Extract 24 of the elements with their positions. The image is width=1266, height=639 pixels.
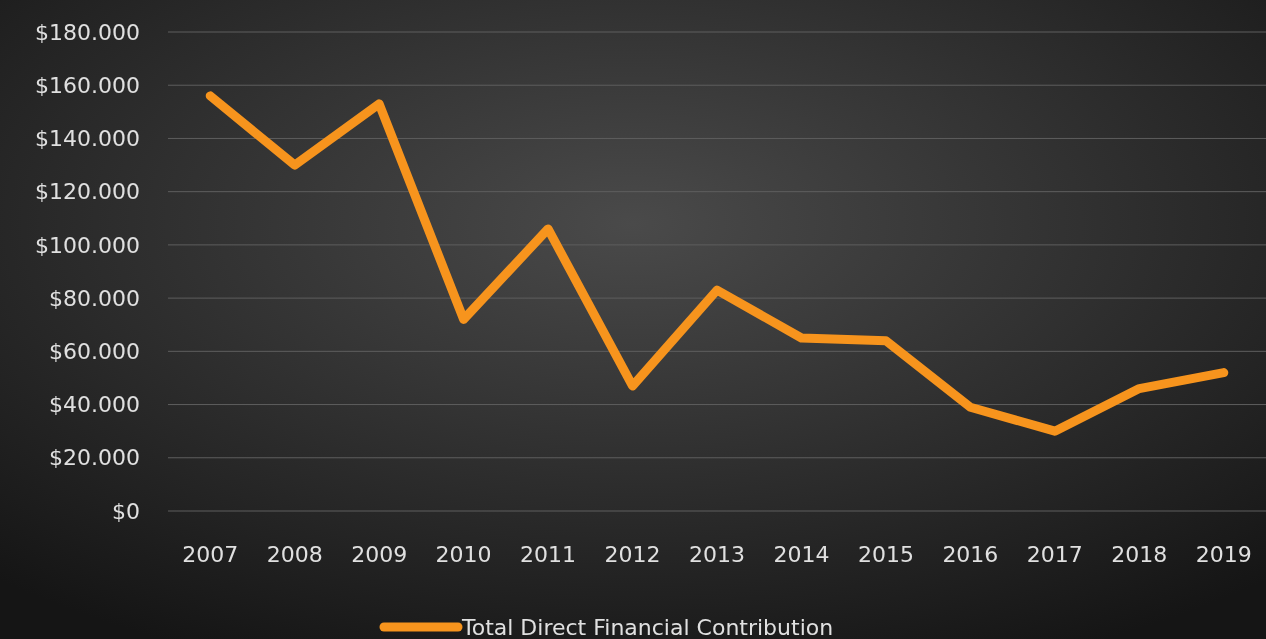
y-tick-label: $40.000 [49, 392, 140, 418]
y-tick-label: $160.000 [35, 72, 140, 98]
y-tick-label: $120.000 [35, 179, 140, 205]
y-tick-label: $20.000 [49, 445, 140, 471]
x-tick-label: 2014 [773, 541, 830, 567]
x-tick-label: 2011 [520, 541, 577, 567]
x-tick-label: 2019 [1195, 541, 1252, 567]
y-tick-label: $0 [112, 498, 140, 524]
x-tick-label: 2017 [1026, 541, 1083, 567]
x-tick-label: 2008 [266, 541, 323, 567]
x-tick-label: 2015 [857, 541, 914, 567]
y-tick-label: $60.000 [49, 339, 140, 365]
x-tick-label: 2018 [1111, 541, 1168, 567]
x-tick-label: 2013 [689, 541, 745, 567]
x-tick-label: 2016 [942, 541, 999, 567]
x-tick-label: 2010 [435, 541, 492, 567]
y-tick-label: $140.000 [35, 126, 140, 152]
x-tick-label: 2007 [182, 541, 239, 567]
y-tick-label: $80.000 [49, 285, 140, 311]
legend-label: Total Direct Financial Contribution [461, 614, 834, 639]
y-tick-label: $100.000 [35, 232, 140, 258]
y-tick-label: $180.000 [35, 19, 140, 45]
x-tick-label: 2009 [351, 541, 408, 567]
x-tick-label: 2012 [604, 541, 661, 567]
